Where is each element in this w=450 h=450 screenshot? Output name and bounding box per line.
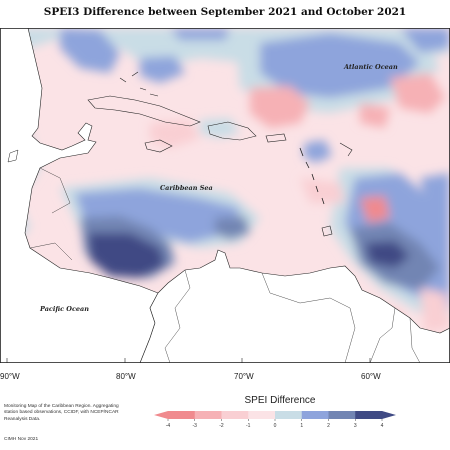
legend-tick-label: -1 <box>246 423 251 429</box>
hispaniola-outline <box>207 121 257 141</box>
pacific-ocean-label: Pacific Ocean <box>40 305 89 313</box>
legend-swatch <box>194 411 222 419</box>
cuba-outline <box>87 95 201 127</box>
legend-tick-label: 0 <box>274 423 277 429</box>
legend-swatch <box>275 411 303 419</box>
legend-tick-label: -2 <box>219 423 224 429</box>
legend-swatch <box>168 411 196 419</box>
jamaica-outline <box>144 139 173 153</box>
caribbean-sea-label: Caribbean Sea <box>160 184 213 192</box>
puerto-rico-outline <box>265 133 287 143</box>
legend-swatch <box>248 411 276 419</box>
map-title: SPEI3 Difference between September 2021 … <box>43 6 407 18</box>
legend-swatch <box>221 411 249 419</box>
legend-swatch <box>355 411 383 419</box>
legend-tick-label: -4 <box>166 423 171 429</box>
legend-arrow-left <box>154 411 168 419</box>
south-america-land <box>139 249 450 363</box>
credits-text: Monitoring Map of the Caribbean Region. … <box>4 404 119 422</box>
legend-swatch <box>301 411 329 419</box>
legend-tick-label: -3 <box>193 423 198 429</box>
lon-label-80w: 80°W <box>116 372 136 381</box>
spei-map <box>0 28 450 363</box>
lon-label-60w: 60°W <box>361 372 381 381</box>
legend-arrow-right <box>382 411 396 419</box>
lon-label-70w: 70°W <box>234 372 254 381</box>
atlantic-ocean-label: Atlantic Ocean <box>344 63 398 71</box>
legend-swatch <box>328 411 356 419</box>
legend-tick-label: 2 <box>327 423 330 429</box>
footer-text: CIMH Nov 2021 <box>4 437 39 442</box>
lon-label-90w: 90°W <box>0 372 20 381</box>
legend-title: SPEI Difference <box>244 395 316 406</box>
legend-tick-label: 3 <box>354 423 357 429</box>
color-legend: -4 -3 -2 -1 0 1 2 3 4 <box>154 411 396 429</box>
legend-tick-label: 1 <box>300 423 303 429</box>
legend-tick-label: 4 <box>381 423 384 429</box>
